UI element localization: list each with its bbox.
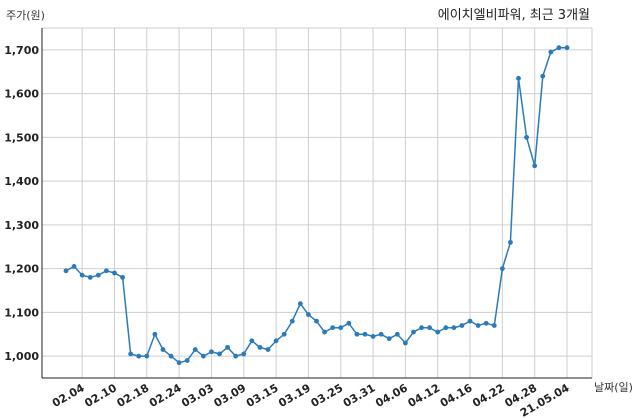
price-point	[281, 331, 287, 337]
price-point	[394, 331, 400, 337]
price-point	[451, 325, 457, 331]
price-point	[314, 318, 319, 324]
x-tick-label: 03.25	[309, 381, 346, 410]
x-tick-label: 02.24	[147, 381, 184, 410]
price-point	[386, 336, 392, 342]
price-point	[297, 301, 303, 307]
x-tick-label: 04.16	[438, 381, 475, 410]
x-tick-label: 03.09	[212, 381, 249, 410]
y-tick-label: 1,000	[4, 350, 39, 363]
price-point	[184, 358, 190, 363]
price-point	[548, 49, 554, 55]
x-tick-label: 02.04	[50, 381, 87, 410]
y-tick-label: 1,200	[4, 263, 39, 276]
x-tick-label: 03.15	[244, 381, 281, 410]
price-point	[63, 268, 69, 274]
y-tick-label: 1,100	[4, 306, 39, 319]
price-point	[144, 353, 150, 359]
price-point	[516, 75, 521, 81]
price-point	[225, 344, 231, 350]
price-point	[95, 272, 101, 278]
price-point	[257, 344, 263, 350]
price-point	[499, 266, 505, 272]
price-point	[427, 325, 433, 331]
price-point	[330, 325, 336, 331]
price-line	[65, 46, 567, 364]
price-point	[209, 349, 214, 355]
price-point	[322, 329, 327, 335]
x-tick-label: 04.22	[470, 381, 507, 410]
price-point	[370, 334, 376, 339]
x-tick-label: 02.18	[115, 381, 152, 410]
axes	[41, 28, 592, 379]
x-tick-label: 02.10	[82, 381, 119, 410]
price-point	[354, 331, 360, 337]
price-point	[362, 331, 368, 337]
price-point	[273, 338, 279, 344]
price-point	[540, 73, 546, 79]
price-point	[419, 325, 424, 331]
price-point	[378, 331, 384, 337]
price-point	[168, 353, 174, 359]
chart-title: 에이치엘비파워, 최근 3개월	[438, 8, 590, 23]
x-tick-label: 03.19	[276, 381, 313, 410]
price-point	[192, 347, 198, 352]
x-tick-label: 04.06	[373, 381, 410, 410]
price-point	[265, 347, 271, 352]
price-point	[483, 320, 489, 326]
price-point	[136, 353, 142, 359]
price-point	[104, 268, 109, 274]
price-point	[128, 351, 134, 357]
price-point	[556, 45, 562, 51]
price-point	[475, 323, 481, 328]
y-tick-labels: 1,000 1,100 1,200 1,300 1,400 1,500 1,600 1,700	[4, 44, 39, 363]
price-point	[200, 353, 206, 359]
price-point	[176, 360, 182, 366]
price-point	[491, 323, 497, 328]
x-tick-labels: 02.0402.1002.1802.2403.0303.0903.1503.19…	[50, 381, 572, 419]
y-tick-label: 1,500	[4, 131, 39, 144]
price-point	[289, 318, 295, 324]
x-tick-label: 04.12	[406, 381, 443, 410]
price-point	[524, 134, 529, 140]
y-tick-label: 1,700	[4, 44, 39, 57]
x-tick-label: 03.03	[179, 381, 216, 410]
price-point	[411, 329, 416, 335]
price-point	[443, 325, 449, 331]
gridlines	[42, 27, 593, 378]
price-point	[120, 274, 125, 280]
price-point	[241, 351, 247, 357]
price-point	[79, 272, 85, 278]
x-tick-label: 03.31	[341, 381, 378, 410]
price-point	[306, 312, 311, 317]
y-tick-label: 1,400	[4, 175, 39, 188]
y-tick-label: 1,300	[4, 219, 39, 232]
y-axis-label: 주가(원)	[6, 9, 45, 22]
price-series	[63, 45, 570, 366]
price-point	[217, 351, 222, 357]
price-point	[338, 325, 344, 331]
price-point	[467, 318, 473, 324]
price-point	[459, 323, 465, 328]
price-point	[160, 347, 166, 352]
price-point	[508, 239, 513, 245]
price-point	[435, 329, 441, 335]
price-point	[564, 45, 570, 51]
price-point	[233, 353, 239, 359]
price-point	[346, 320, 352, 326]
price-point	[71, 264, 77, 269]
x-axis-label: 날짜(일)	[594, 380, 633, 394]
price-point	[532, 163, 538, 169]
y-tick-label: 1,600	[4, 88, 39, 101]
price-point	[152, 331, 158, 337]
price-point	[112, 270, 117, 276]
price-point	[87, 274, 93, 280]
price-point	[402, 340, 408, 346]
price-point	[249, 338, 255, 344]
